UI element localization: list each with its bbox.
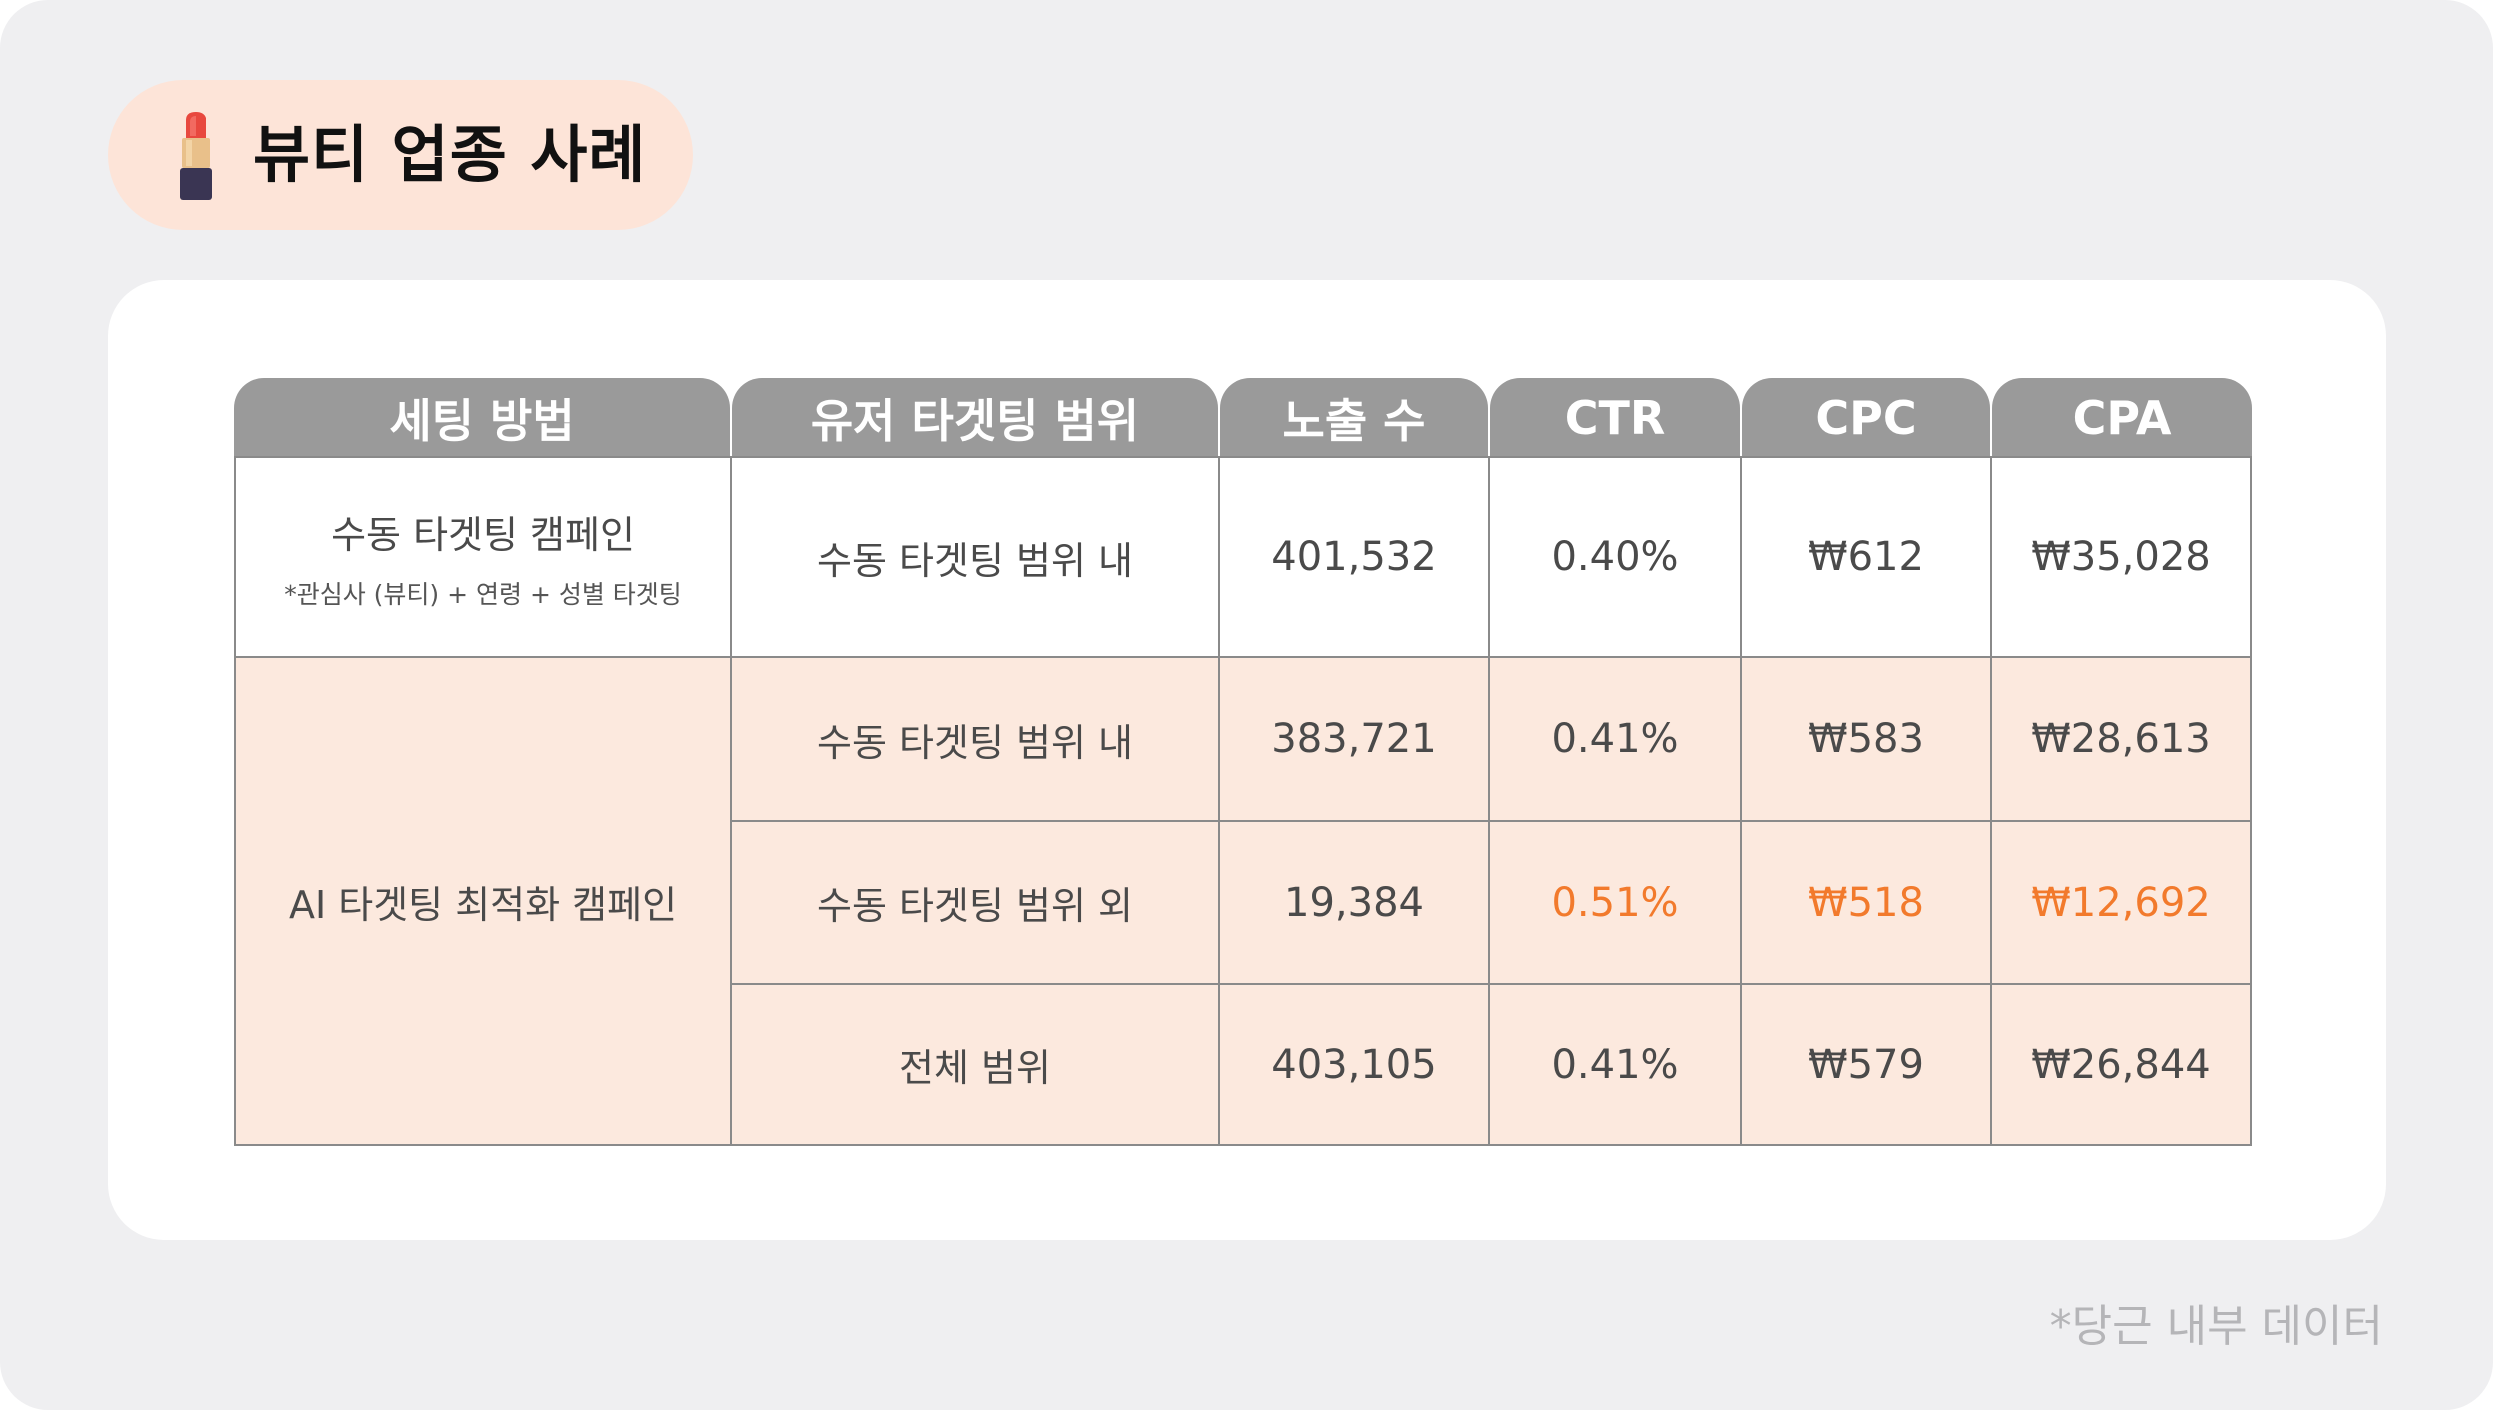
table-cell-ctr: 0.41%: [1490, 985, 1742, 1146]
table-cell-cpa-highlight: ₩12,692: [1992, 822, 2252, 985]
manual-campaign-label: 수동 타겟팅 캠페인: [331, 512, 635, 557]
table-cell-ctr-highlight: 0.51%: [1490, 822, 1742, 985]
table-cell-cpc: ₩583: [1742, 658, 1992, 822]
data-source-footnote: *당근 내부 데이터: [2049, 1301, 2383, 1352]
table-cell-impressions: 383,721: [1220, 658, 1490, 822]
header-targeting-range: 유저 타겟팅 범위: [732, 378, 1218, 458]
header-cpa: CPA: [1992, 378, 2252, 458]
header-impressions: 노출 수: [1220, 378, 1488, 458]
ai-campaign-cell: AI 타겟팅 최적화 캠페인: [234, 658, 732, 1146]
manual-campaign-note: *관심사 (뷰티) + 연령 + 성별 타겟팅: [284, 579, 682, 609]
header-setting-method: 세팅 방법: [234, 378, 730, 458]
table-cell-cpa: ₩35,028: [1992, 456, 2252, 658]
table-cell-cpa: ₩28,613: [1992, 658, 2252, 822]
table-cell-impressions: 403,105: [1220, 985, 1490, 1146]
lipstick-icon: [180, 112, 212, 200]
table-cell-cpc-highlight: ₩518: [1742, 822, 1992, 985]
title-pill: 뷰티 업종 사례: [108, 80, 693, 230]
table-cell-ctr: 0.40%: [1490, 456, 1742, 658]
table-cell-cpa: ₩26,844: [1992, 985, 2252, 1146]
table-cell-range: 수동 타겟팅 범위 외: [732, 822, 1220, 985]
table-cell-ctr: 0.41%: [1490, 658, 1742, 822]
table-cell-impressions: 19,384: [1220, 822, 1490, 985]
table-cell-range: 수동 타겟팅 범위 내: [732, 456, 1220, 658]
header-ctr: CTR: [1490, 378, 1740, 458]
table-cell-impressions: 401,532: [1220, 456, 1490, 658]
table-header-row: 세팅 방법 유저 타겟팅 범위 노출 수 CTR CPC CPA: [234, 378, 2252, 458]
manual-campaign-cell: 수동 타겟팅 캠페인 *관심사 (뷰티) + 연령 + 성별 타겟팅: [234, 456, 732, 658]
table-cell-range: 수동 타겟팅 범위 내: [732, 658, 1220, 822]
table-cell-cpc: ₩612: [1742, 456, 1992, 658]
page-title: 뷰티 업종 사례: [253, 118, 647, 191]
header-cpc: CPC: [1742, 378, 1990, 458]
table-cell-range: 전체 범위: [732, 985, 1220, 1146]
table-cell-cpc: ₩579: [1742, 985, 1992, 1146]
performance-table: 세팅 방법 유저 타겟팅 범위 노출 수 CTR CPC CPA 수동 타겟팅 …: [234, 378, 2252, 1146]
